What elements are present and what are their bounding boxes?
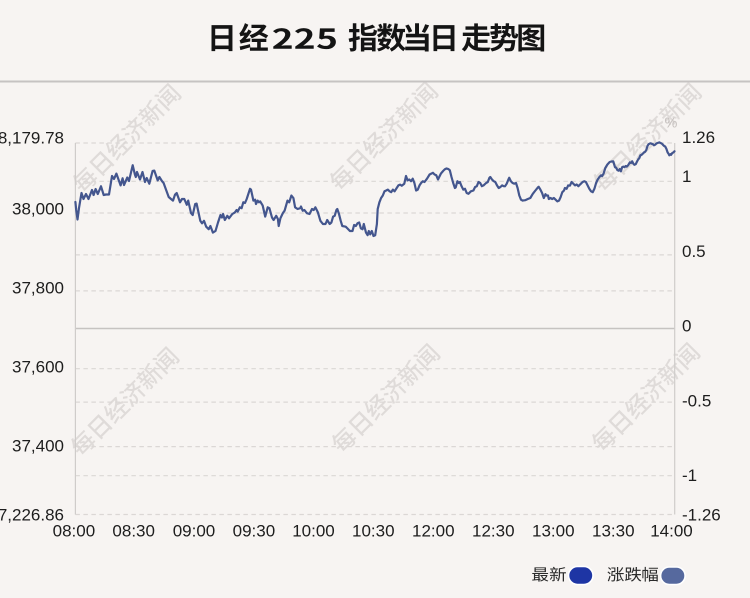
svg-text:37,600: 37,600 bbox=[12, 358, 64, 377]
svg-text:1: 1 bbox=[682, 167, 691, 186]
svg-text:0.5: 0.5 bbox=[682, 242, 706, 261]
svg-text:12:30: 12:30 bbox=[472, 522, 515, 541]
svg-text:1.26: 1.26 bbox=[682, 128, 715, 147]
svg-text:13:30: 13:30 bbox=[592, 522, 635, 541]
svg-text:%: % bbox=[665, 116, 678, 132]
svg-text:-0.5: -0.5 bbox=[682, 391, 711, 410]
svg-text:0: 0 bbox=[682, 317, 691, 336]
svg-text:10:00: 10:00 bbox=[292, 522, 335, 541]
svg-text:10:30: 10:30 bbox=[352, 522, 395, 541]
svg-text:12:00: 12:00 bbox=[412, 522, 455, 541]
svg-text:7,226.86: 7,226.86 bbox=[0, 506, 64, 525]
svg-text:09:30: 09:30 bbox=[233, 522, 276, 541]
svg-text:-1.26: -1.26 bbox=[682, 506, 721, 525]
svg-text:38,000: 38,000 bbox=[12, 200, 64, 219]
svg-text:08:30: 08:30 bbox=[112, 522, 155, 541]
svg-text:09:00: 09:00 bbox=[173, 522, 216, 541]
svg-text:14:00: 14:00 bbox=[650, 522, 693, 541]
svg-text:37,800: 37,800 bbox=[12, 279, 64, 298]
svg-text:-1: -1 bbox=[682, 466, 697, 485]
svg-text:08:00: 08:00 bbox=[53, 522, 96, 541]
svg-text:13:00: 13:00 bbox=[532, 522, 575, 541]
svg-text:37,400: 37,400 bbox=[12, 437, 64, 456]
svg-text:8,179.78: 8,179.78 bbox=[0, 129, 64, 148]
